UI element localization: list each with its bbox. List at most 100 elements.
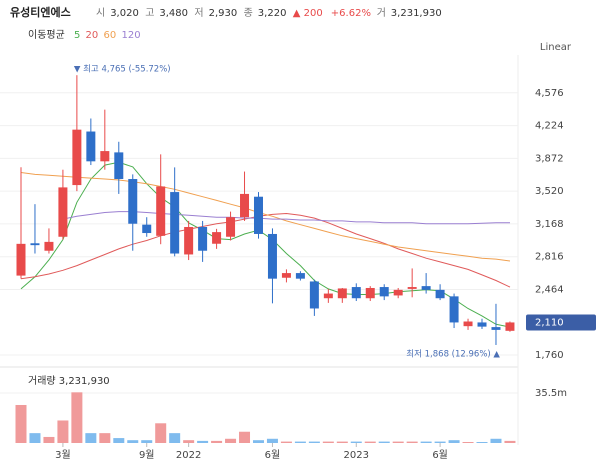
volume-label: 거 [377,7,386,19]
volume-bar [490,438,502,443]
low-annotation: 최저 1,868 (12.96%) ▲ [406,348,500,359]
candle-body [323,293,333,299]
candle-body [435,289,445,299]
legend-entry: 120 [122,30,141,41]
candle-body [267,233,277,279]
change-pct: +6.62% [331,8,371,19]
legend-entry: 60 [104,30,117,41]
x-tick-label: 2022 [176,450,201,461]
quote-label: 고 [145,8,154,19]
candle-body [295,273,305,279]
volume-bar [197,440,209,443]
quote-value: 3,480 [159,8,188,19]
volume-bar [15,404,27,443]
ma-line [20,161,511,328]
candle-body [477,322,487,327]
x-tick-label: 9월 [139,449,155,461]
candle-body [281,273,291,278]
y-tick-label: 3,168 [535,219,564,230]
stock-name: 유성티엔에스 [10,5,71,19]
candle-body [351,287,361,299]
candle-body [184,226,194,255]
volume-bar [43,436,55,443]
volume-bar [462,442,474,443]
x-tick-label: 2023 [344,450,369,461]
volume-bar [280,441,292,443]
volume-value: 3,231,930 [391,8,442,19]
volume-bar [336,441,348,443]
candle-body [463,321,473,327]
x-tick-label: 3월 [55,449,71,461]
volume-bar [57,420,69,443]
volume-bar [211,440,223,443]
ma-line [20,172,511,262]
y-tick-label: 35.5m [535,388,567,399]
change: ▲ 200 [293,8,323,19]
candle-body [407,287,417,289]
volume-bar [364,441,376,443]
candle-body [128,179,138,224]
volume-bar [183,440,195,443]
volume-bar [29,433,41,443]
candle-body [16,243,26,276]
volume-bar [378,441,390,443]
candle-body [309,281,319,309]
y-tick-label: 2,816 [535,252,564,263]
candle-body [30,243,40,246]
quote-label: 종 [244,7,253,19]
y-tick-label: 4,224 [535,121,564,132]
ma-line [62,211,510,225]
y-tick-label: 3,872 [535,153,564,164]
volume-bar [85,433,97,443]
y-tick-label: 1,760 [535,350,564,361]
volume-bar [113,438,125,443]
candle-body [114,152,124,180]
volume-bar [322,441,334,443]
candle-body [156,186,166,236]
candle-body [86,131,96,162]
volume-bar [406,441,418,443]
candle-body [449,296,459,323]
candle-body [72,129,82,186]
volume-bar [266,438,278,443]
volume-bar [420,441,432,443]
quote-label: 저 [194,7,203,19]
volume-bar [252,440,264,443]
candle-body [253,196,263,234]
quote-value: 2,930 [209,8,238,19]
candle-body [337,288,347,299]
legend-title: 이동평균 [28,29,65,41]
volume-bar [141,440,153,443]
volume-bar [448,440,460,443]
volume-bar [308,441,320,443]
volume-bar [294,441,306,443]
candle-body [491,327,501,330]
volume-bar [99,433,111,443]
volume-title: 거래량 3,231,930 [28,375,110,387]
candle-body [421,286,431,290]
quote-label: 시 [96,7,105,19]
candle-body [379,287,389,297]
scale-button[interactable]: Linear [540,42,572,53]
candle-body [505,322,515,331]
candle-body [44,241,54,251]
quote-value: 3,020 [110,8,139,19]
candle-body [226,217,236,237]
last-price-box [526,314,596,331]
volume-bar [476,442,488,443]
legend-entry: 20 [86,30,99,41]
volume-bar [434,441,446,443]
candle-body [58,187,68,237]
x-tick-label: 6월 [432,449,448,461]
x-tick-label: 6월 [265,449,281,461]
candle-body [142,224,152,234]
legend-entry: 5 [74,30,80,41]
quote-value: 3,220 [258,8,287,19]
candle-body [198,226,208,251]
candle-body [240,193,250,218]
volume-bar [239,431,251,443]
candle-body [170,192,180,254]
candle-body [393,289,403,296]
last-price-label: 2,110 [535,317,564,328]
